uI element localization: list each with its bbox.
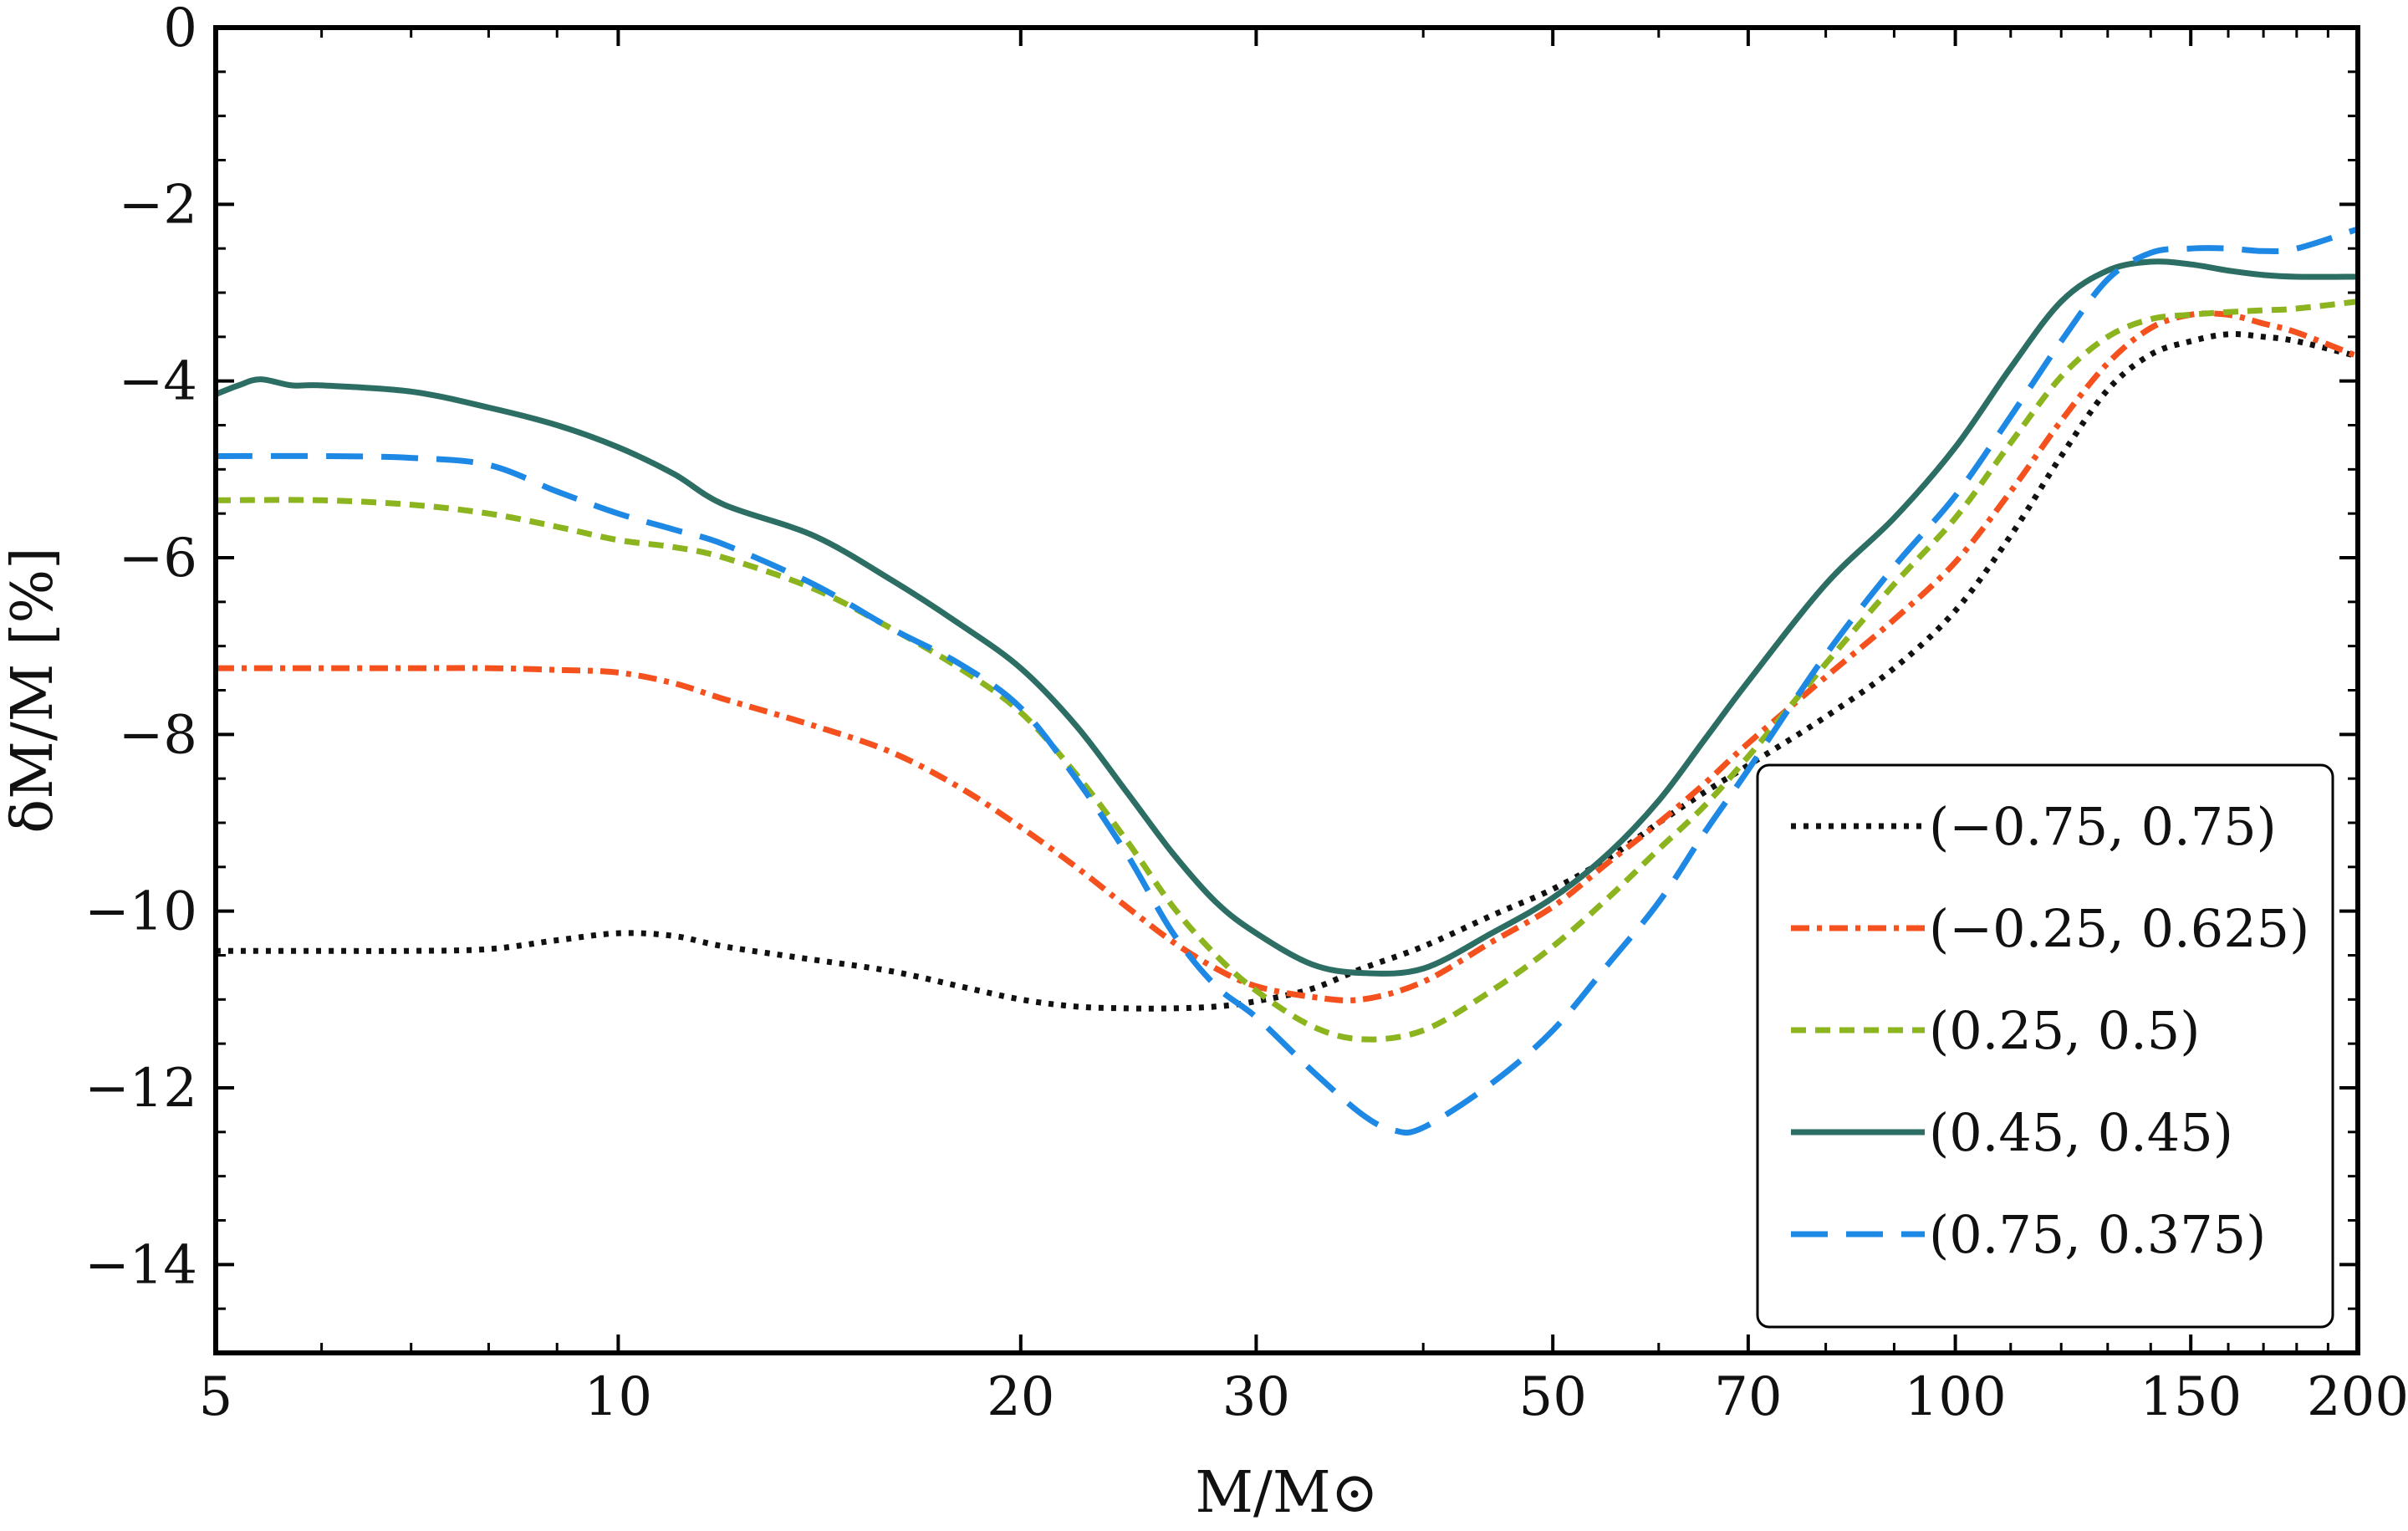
x-tick-label: 200 [2307,1366,2408,1428]
x-tick-label: 70 [1714,1366,1782,1428]
y-tick-labels: 0 −2 −4 −6 −8 −10 −12 −14 [84,0,197,1296]
x-tick-label: 5 [199,1366,233,1428]
y-tick-label: −14 [84,1234,197,1296]
legend-label-3: (0.25, 0.5) [1929,1000,2200,1061]
x-tick-labels: 5 10 20 30 50 70 100 150 200 [199,1366,2408,1428]
x-tick-label: 10 [584,1366,652,1428]
legend-label-4: (0.45, 0.45) [1929,1102,2233,1163]
legend-label-1: (−0.75, 0.75) [1929,796,2277,857]
x-tick-label: 20 [987,1366,1054,1428]
series-line-5 [215,226,2360,1136]
x-tick-label: 100 [1905,1366,2007,1428]
series-lines [214,226,2360,1136]
legend-label-5: (0.75, 0.375) [1929,1204,2266,1265]
y-tick-label: −8 [119,704,197,766]
y-tick-label: −10 [84,881,197,943]
x-tick-label: 30 [1222,1366,1290,1428]
series-line-1 [215,331,2359,1012]
series-line-3 [215,299,2359,1043]
legend-entries: (−0.75, 0.75) (−0.25, 0.625) (0.25, 0.5) (0… [1791,796,2309,1265]
y-tick-label: −2 [119,174,197,236]
y-tick-label: −6 [119,528,197,589]
legend: (−0.75, 0.75) (−0.25, 0.625) (0.25, 0.5) (0… [1756,763,2334,1329]
x-tick-label: 50 [1518,1366,1586,1428]
series-line-2 [216,310,2360,1003]
y-tick-label: −4 [119,351,197,413]
plot-frame [213,25,2360,1355]
y-tick-label: 0 [163,0,197,59]
y-tick-label: −12 [84,1058,197,1120]
series-line-4 [214,258,2359,977]
x-tick-label: 150 [2140,1366,2242,1428]
y-axis-title: δM/M [%] [0,547,66,833]
x-axis-title: M/M⊙ [1195,1460,1378,1526]
legend-label-2: (−0.25, 0.625) [1929,898,2309,959]
legend-box [1756,763,2334,1329]
